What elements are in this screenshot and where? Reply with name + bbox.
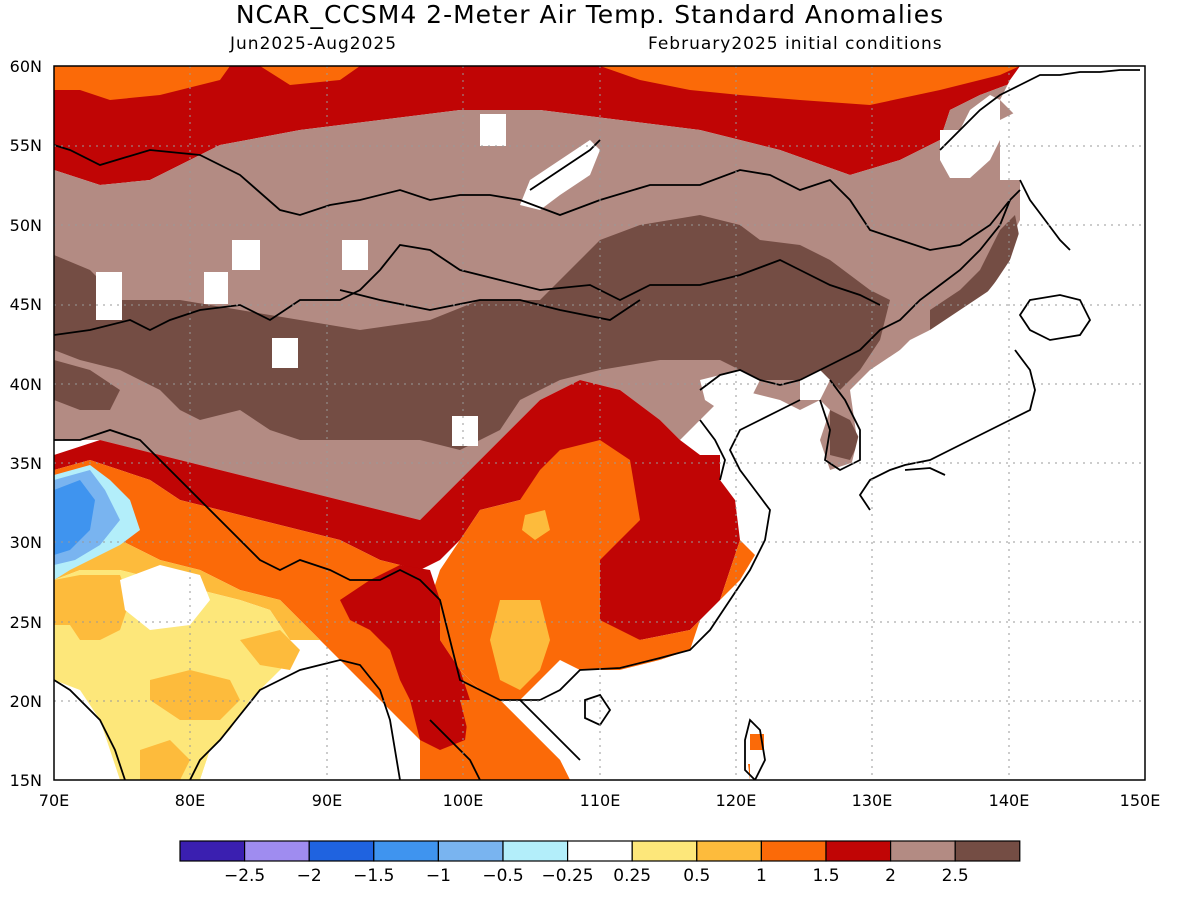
ocean-mask-arabian-sea <box>54 680 120 780</box>
coast-mask-liaodong <box>800 370 830 400</box>
anomaly-region-dark-brown-manchuria <box>930 215 1020 330</box>
lon-label: 120E <box>716 791 757 810</box>
map-title: NCAR_CCSM4 2-Meter Air Temp. Standard An… <box>235 0 945 29</box>
anomaly-region-indochina-orange-2 <box>460 700 570 780</box>
lat-label: 20N <box>10 692 42 711</box>
colorbar-label: −0.5 <box>482 866 523 886</box>
grid-lines <box>54 66 1145 780</box>
colorbar-swatch <box>696 840 762 862</box>
lon-label: 140E <box>989 791 1030 810</box>
lat-label: 25N <box>10 613 42 632</box>
lat-label: 40N <box>10 375 42 394</box>
lat-label: 60N <box>10 57 42 76</box>
lat-label: 35N <box>10 454 42 473</box>
ocean-mask-east <box>700 66 1145 780</box>
anomaly-region-indochina-red <box>340 565 470 750</box>
colorbar-swatch <box>954 840 1021 862</box>
anomaly-region-india-light-orange-2 <box>150 670 240 720</box>
colorbar-label: −1 <box>426 866 451 886</box>
lon-label: 110E <box>580 791 621 810</box>
lake-mask-balkhash-1 <box>204 272 228 304</box>
lat-label: 45N <box>10 295 42 314</box>
colorbar <box>179 840 1021 862</box>
ocean-mask-bay-of-bengal <box>200 660 395 780</box>
colorbar-swatch <box>760 840 827 862</box>
coastlines <box>54 69 1140 780</box>
colorbar-label: 2 <box>885 866 896 886</box>
colorbar-label: −1.5 <box>353 866 394 886</box>
initial-conditions: February2025 initial conditions <box>648 34 943 54</box>
coast-mask-okhotsk <box>940 95 1000 178</box>
colorbar-swatch <box>179 840 246 862</box>
lon-label: 90E <box>312 791 342 810</box>
lon-label: 70E <box>39 791 69 810</box>
colorbar-swatch <box>889 840 956 862</box>
anomaly-region-dark-brown-korea <box>830 410 860 460</box>
colorbar-swatch <box>502 840 569 862</box>
ocean-mask-south-china-sea <box>540 650 750 780</box>
lat-label: 50N <box>10 216 42 235</box>
ocean-mask-bohai <box>700 370 760 410</box>
colorbar-swatch <box>308 840 375 862</box>
lon-label: 80E <box>175 791 205 810</box>
lake-mask-issyk-kul <box>272 338 298 368</box>
map-frame <box>53 65 1146 781</box>
colorbar-label: 1.5 <box>812 866 839 886</box>
anomaly-region-dark-brown-west <box>54 360 120 410</box>
colorbar-swatch <box>631 840 698 862</box>
anomaly-region-india-white <box>120 565 210 630</box>
forecast-period: Jun2025-Aug2025 <box>230 34 398 54</box>
colorbar-swatch <box>437 840 504 862</box>
anomaly-region-sichuan-light-orange <box>522 510 550 540</box>
colorbar-swatch <box>244 840 310 862</box>
anomaly-region-dark-brown <box>54 215 890 450</box>
anomaly-region-north-orange-1 <box>54 66 230 100</box>
lake-mask-uvs <box>342 240 368 270</box>
lon-axis: 70E 80E 90E 100E 110E 120E 130E 140E 150… <box>39 791 1161 810</box>
colorbar-swatch <box>373 840 439 862</box>
lake-mask-zaysan <box>232 240 260 270</box>
anomaly-region-pakistan-blue <box>54 480 95 555</box>
colorbar-labels: −2.5 −2 −1.5 −1 −0.5 −0.25 0.25 0.5 1 1.… <box>224 866 969 886</box>
colorbar-swatch <box>566 840 633 862</box>
ocean-mask-sea-of-japan-land <box>1000 110 1020 180</box>
lat-label: 30N <box>10 533 42 552</box>
colorbar-label: −0.25 <box>542 866 594 886</box>
colorbar-label: 2.5 <box>942 866 969 886</box>
anomaly-region-north-orange-3 <box>260 66 360 85</box>
anomaly-region-india-light-orange-4 <box>240 630 300 670</box>
lon-label: 150E <box>1120 791 1161 810</box>
anomaly-region-indochina-light-orange <box>490 600 550 690</box>
anomaly-region-india-light-orange-3 <box>140 740 190 780</box>
lon-label: 130E <box>852 791 893 810</box>
colorbar-label: 0.25 <box>613 866 651 886</box>
lake-mask-siberia <box>480 114 506 146</box>
colorbar-swatch <box>825 840 892 862</box>
colorbar-label: −2 <box>297 866 322 886</box>
anomaly-region-north-orange-2 <box>600 66 1020 105</box>
colorbar-label: −2.5 <box>224 866 265 886</box>
colorbar-label: 0.5 <box>683 866 710 886</box>
lake-mask-qinghai <box>452 416 478 446</box>
anomaly-field <box>54 66 1145 780</box>
lat-label: 55N <box>10 136 42 155</box>
lon-label: 100E <box>443 791 484 810</box>
anomaly-region-india-light-orange-1 <box>54 575 130 640</box>
colorbar-label: 1 <box>756 866 767 886</box>
lake-mask-aral <box>96 272 122 320</box>
lat-axis: 60N 55N 50N 45N 40N 35N 30N 25N 20N 15N <box>10 57 42 790</box>
lat-label: 15N <box>10 771 42 790</box>
